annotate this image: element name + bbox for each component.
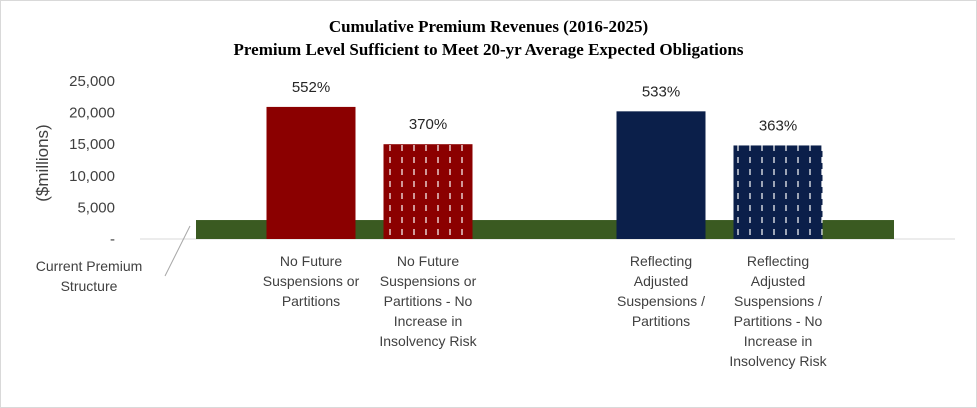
bar bbox=[266, 106, 356, 239]
y-axis-label: ($millions) bbox=[33, 124, 52, 201]
bar bbox=[383, 144, 473, 239]
category-label: Suspensions / bbox=[617, 293, 705, 309]
category-label: Partitions - No bbox=[384, 293, 473, 309]
data-label: 363% bbox=[759, 117, 797, 134]
category-label: Suspensions / bbox=[734, 293, 822, 309]
y-tick-label: 25,000 bbox=[69, 73, 115, 90]
data-label: 370% bbox=[409, 116, 447, 133]
category-label: Reflecting bbox=[747, 253, 809, 269]
category-label: Partitions bbox=[282, 293, 340, 309]
chart-title: Cumulative Premium Revenues (2016-2025) bbox=[328, 17, 649, 36]
category-label: Adjusted bbox=[634, 273, 688, 289]
category-label: Insolvency Risk bbox=[379, 333, 477, 349]
baseline-band bbox=[196, 220, 894, 239]
baseline-label: Current Premium bbox=[36, 258, 143, 274]
category-label: Insolvency Risk bbox=[729, 353, 827, 369]
category-label: No Future bbox=[397, 253, 459, 269]
category-label: Suspensions or bbox=[263, 273, 360, 289]
category-label: Increase in bbox=[744, 333, 812, 349]
y-tick-label: 20,000 bbox=[69, 105, 115, 122]
bar bbox=[733, 145, 823, 239]
data-label: 533% bbox=[642, 83, 680, 100]
data-label: 552% bbox=[292, 79, 330, 96]
category-label: Increase in bbox=[394, 313, 462, 329]
chart-subtitle: Premium Level Sufficient to Meet 20-yr A… bbox=[233, 40, 744, 59]
category-label: Partitions - No bbox=[734, 313, 823, 329]
category-label: No Future bbox=[280, 253, 342, 269]
category-label: Partitions bbox=[632, 313, 690, 329]
y-tick-label: 15,000 bbox=[69, 136, 115, 153]
baseline-label: Structure bbox=[61, 278, 118, 294]
baseline-leader-line bbox=[164, 225, 191, 277]
y-tick-label: 5,000 bbox=[77, 199, 115, 216]
bar bbox=[616, 111, 706, 239]
category-label: Adjusted bbox=[751, 273, 805, 289]
y-tick-label: 10,000 bbox=[69, 168, 115, 185]
category-label: Reflecting bbox=[630, 253, 692, 269]
category-label: Suspensions or bbox=[380, 273, 477, 289]
y-tick-label: - bbox=[110, 231, 115, 248]
